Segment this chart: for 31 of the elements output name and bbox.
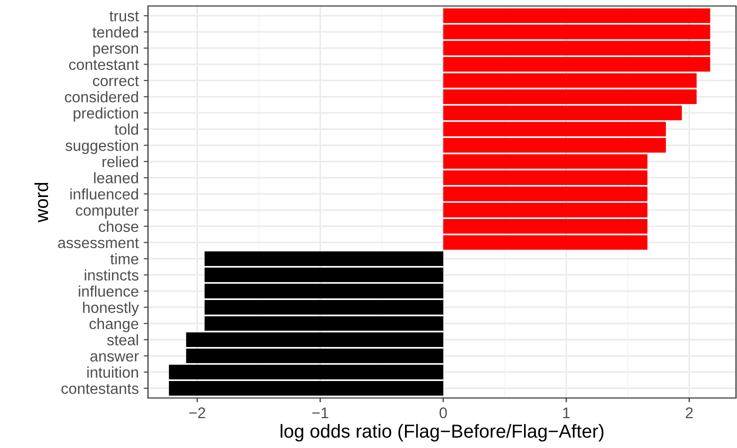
x-tick-label: 1 (563, 408, 570, 418)
y-tick-label: considered (64, 91, 138, 102)
y-tick-label: tended (92, 26, 138, 38)
y-tick-label: chose (98, 220, 138, 232)
y-tick-label: time (110, 253, 138, 264)
x-axis-title: log odds ratio (Flag−Before/Flag−After) (280, 424, 604, 442)
y-tick-label: trust (109, 11, 139, 22)
y-tick-label: computer (76, 206, 139, 219)
y-tick-label: assessment (58, 238, 139, 248)
y-tick-label: change (90, 318, 138, 332)
x-tick-label: 0 (440, 407, 447, 418)
y-tick-label: influence (78, 286, 138, 297)
y-tick-label: contestants (61, 384, 138, 394)
y-tick-label: told (114, 124, 138, 135)
y-tick-label: instincts (84, 269, 138, 281)
x-tick-label: −2 (189, 407, 206, 418)
y-tick-label: contestant (69, 60, 139, 70)
y-tick-label: person (93, 45, 138, 57)
y-tick-label: correct (92, 76, 139, 86)
y-tick-label: answer (90, 353, 139, 362)
y-tick-label: steal (107, 334, 138, 346)
x-tick-label: −1 (312, 408, 328, 418)
y-tick-label: influenced (70, 188, 138, 200)
y-tick-label: relied (102, 156, 138, 168)
y-tick-label: prediction (74, 107, 138, 122)
y-tick-label: leaned (94, 172, 138, 184)
x-tick-label: 2 (686, 407, 693, 418)
y-axis-title: word (34, 182, 48, 222)
y-tick-label: intuition (87, 366, 138, 378)
y-tick-label: suggestion (66, 140, 138, 154)
y-tick-label: honestly (83, 302, 139, 316)
